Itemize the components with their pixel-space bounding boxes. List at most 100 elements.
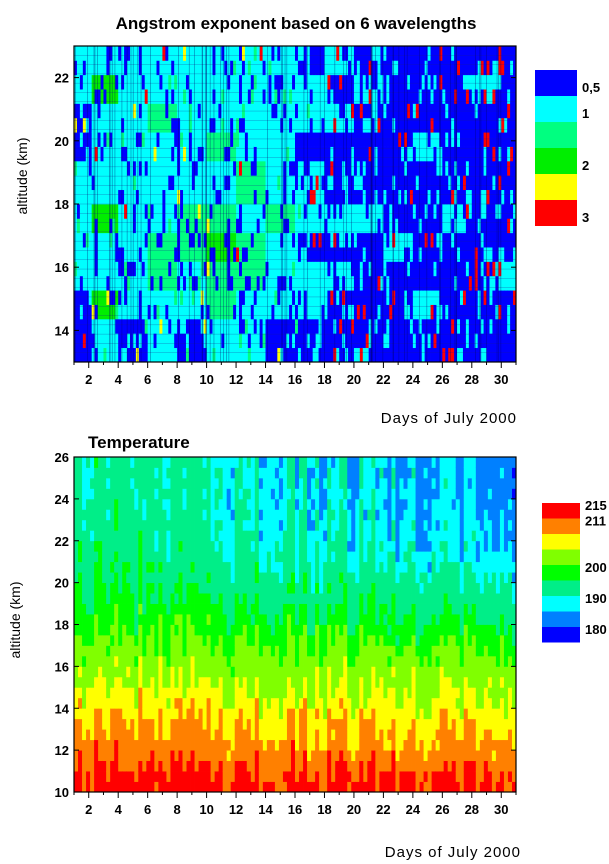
angstrom-cell (271, 175, 275, 191)
angstrom-cell (209, 46, 213, 61)
angstrom-cell (97, 232, 101, 248)
angstrom-cell (127, 117, 131, 133)
temperature-cell (142, 603, 147, 615)
temperature-cell (138, 771, 143, 782)
angstrom-cell (348, 261, 352, 277)
temperature-cell (202, 457, 207, 468)
temperature-cell (210, 729, 216, 741)
angstrom-cell (88, 146, 93, 162)
colorbar-label: 3 (582, 210, 589, 225)
temperature-cell (222, 530, 228, 542)
angstrom-cell (118, 89, 122, 104)
temperature-cell (162, 603, 167, 615)
angstrom-cell (336, 60, 340, 76)
angstrom-cell (239, 103, 243, 119)
angstrom-cell (124, 218, 128, 234)
angstrom-cell (280, 189, 284, 205)
angstrom-cell (306, 347, 311, 362)
angstrom-cell (445, 189, 449, 205)
angstrom-cell (94, 189, 98, 205)
angstrom-cell (206, 146, 210, 162)
angstrom-cell (94, 117, 98, 133)
angstrom-cell (513, 46, 516, 61)
temperature-cell (86, 750, 91, 761)
angstrom-cell (109, 74, 113, 90)
angstrom-cell (121, 304, 125, 320)
angstrom-cell (480, 333, 484, 349)
temperature-cell (198, 729, 203, 741)
temperature-cell (82, 498, 87, 510)
angstrom-cell (377, 189, 381, 205)
angstrom-cell (76, 46, 81, 61)
angstrom-cell (292, 304, 296, 320)
angstrom-cell (268, 132, 272, 147)
temperature-cell (98, 634, 103, 646)
temperature-cell (170, 477, 175, 489)
angstrom-cell (303, 132, 308, 147)
temperature-cell (178, 729, 183, 741)
angstrom-cell (321, 232, 325, 248)
temperature-cell (218, 645, 224, 657)
angstrom-cell (129, 146, 134, 162)
temperature-cell (234, 708, 240, 720)
angstrom-cell (424, 89, 428, 104)
angstrom-cell (100, 261, 104, 277)
temperature-cell (94, 750, 99, 761)
angstrom-cell (409, 261, 414, 277)
angstrom-cell (303, 89, 308, 104)
angstrom-cell (436, 46, 440, 61)
angstrom-cell (430, 74, 434, 90)
angstrom-cell (406, 117, 411, 133)
temperature-cell (258, 540, 264, 552)
angstrom-cell (436, 347, 440, 362)
angstrom-cell (79, 74, 84, 90)
angstrom-cell (439, 318, 443, 334)
angstrom-cell (303, 60, 308, 76)
angstrom-cell (321, 117, 325, 133)
temperature-cell (110, 593, 115, 604)
angstrom-cell (442, 189, 446, 205)
angstrom-cell (153, 74, 157, 90)
angstrom-cell (165, 46, 169, 61)
angstrom-cell (180, 175, 184, 191)
temperature-cell (202, 729, 207, 741)
angstrom-cell (371, 60, 375, 76)
angstrom-cell (404, 74, 408, 90)
temperature-cell (218, 603, 224, 615)
temperature-cell (222, 729, 228, 741)
angstrom-cell (451, 175, 455, 191)
temperature-cell (110, 603, 115, 615)
angstrom-cell (159, 175, 163, 191)
temperature-cell (190, 551, 195, 563)
angstrom-cell (395, 204, 399, 219)
angstrom-cell (353, 175, 358, 191)
temperature-cell (194, 634, 199, 646)
angstrom-cell (454, 117, 458, 133)
angstrom-cell (324, 175, 328, 191)
angstrom-cell (451, 89, 455, 104)
angstrom-cell (412, 60, 417, 76)
angstrom-cell (374, 261, 378, 277)
temperature-cell (178, 750, 183, 761)
temperature-cell (82, 519, 87, 531)
angstrom-cell (468, 46, 473, 61)
angstrom-cell (356, 204, 361, 219)
temperature-cell (202, 477, 207, 489)
angstrom-cell (421, 204, 426, 219)
angstrom-cell (436, 132, 440, 147)
angstrom-cell (150, 290, 154, 305)
angstrom-cell (74, 347, 78, 362)
temperature-cell (254, 781, 260, 792)
temperature-cell (158, 467, 163, 479)
angstrom-cell (241, 103, 246, 119)
angstrom-cell (345, 218, 349, 234)
temperature-cell (122, 530, 127, 542)
temperature-cell (130, 760, 135, 772)
temperature-cell (110, 477, 115, 489)
angstrom-cell (215, 247, 219, 262)
temperature-cell (194, 593, 199, 604)
angstrom-cell (76, 218, 81, 234)
angstrom-cell (383, 103, 387, 119)
angstrom-cell (253, 204, 258, 219)
angstrom-cell (460, 275, 464, 291)
